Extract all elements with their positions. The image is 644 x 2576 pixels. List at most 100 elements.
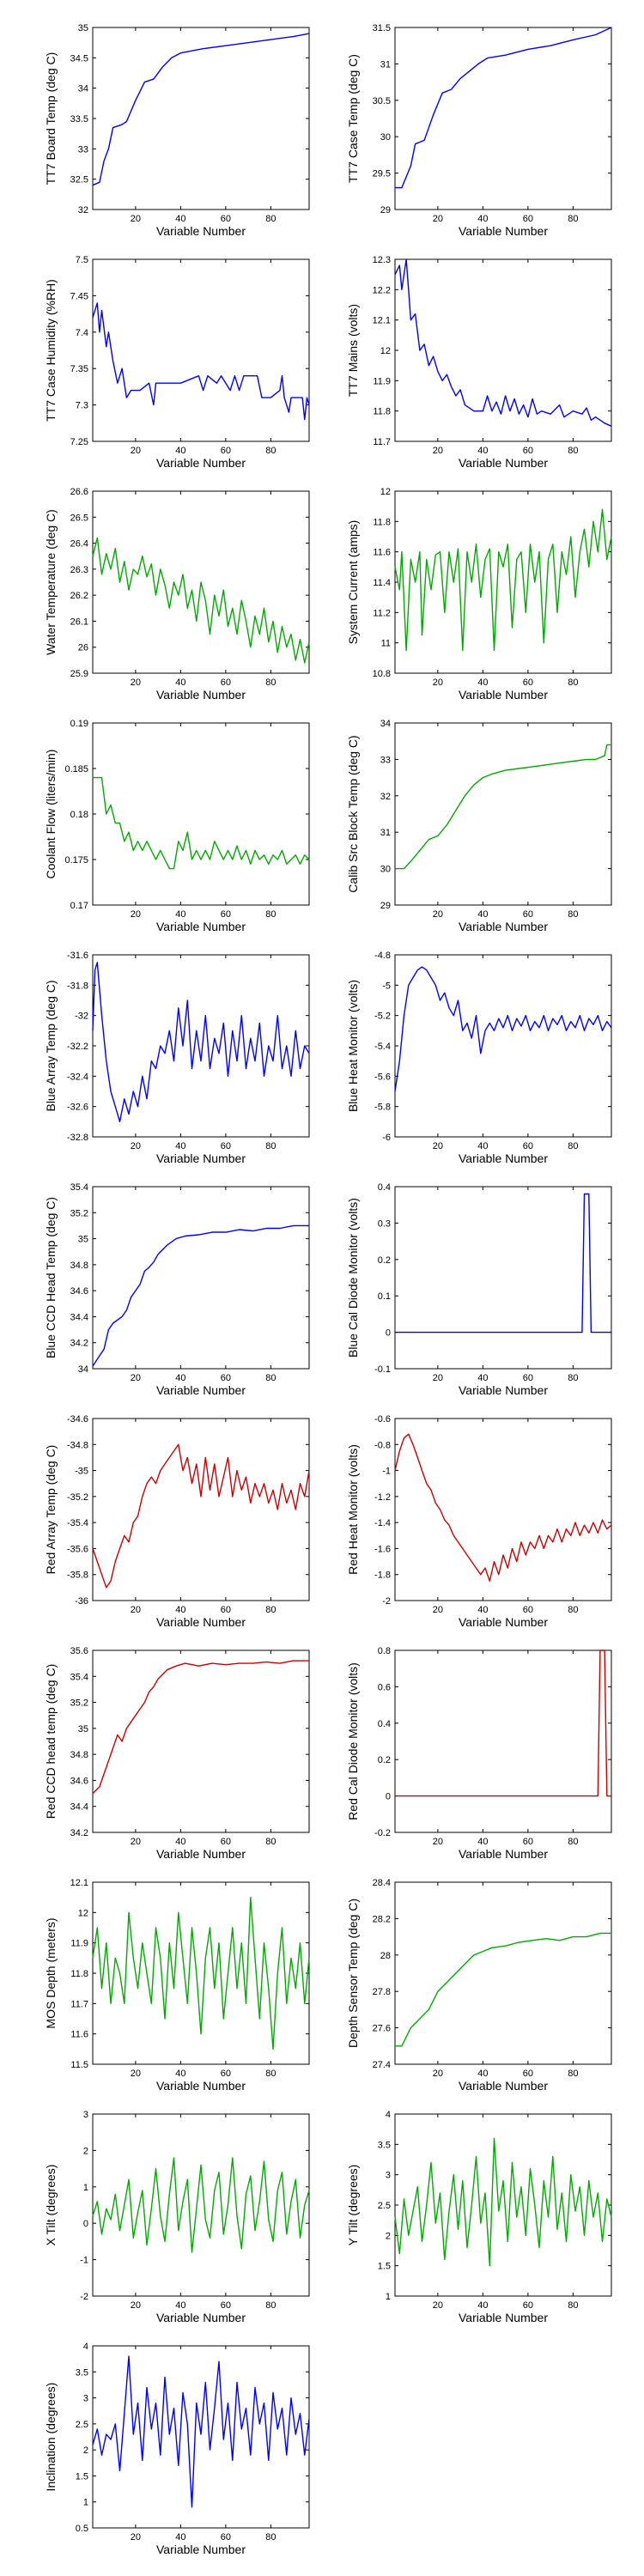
subplot-13: 20 40 60 80 -36 -35.8 -35.6 -35.4 -35.2 -35 -34.8 -… bbox=[44, 1414, 310, 1629]
plot-frame bbox=[92, 1186, 310, 1370]
y-tick-label: 3 bbox=[386, 2171, 391, 2181]
subplot-16: 20 40 60 80 -0.2 0 0.2 0.4 0.6 0.8 Variable Number… bbox=[346, 1646, 612, 1861]
subplot-12: 20 40 60 80 -0.1 0 0.1 0.2 0.3 0.4 Variable Number… bbox=[346, 1182, 612, 1397]
y-axis-label: Depth Sensor Temp (deg C) bbox=[346, 1899, 360, 2048]
y-tick-label: -35.2 bbox=[67, 1492, 88, 1503]
subplot-15: 20 40 60 80 34.2 34.4 34.6 34.8 35 35.2 35.4 35.6 Va… bbox=[44, 1646, 310, 1861]
y-tick-label: 35 bbox=[78, 23, 88, 33]
x-tick-label: 60 bbox=[523, 2300, 533, 2311]
x-tick-label: 80 bbox=[265, 2532, 276, 2543]
plot-frame bbox=[394, 954, 612, 1138]
y-tick-label: 2.5 bbox=[378, 2201, 391, 2211]
y-tick-label: -35.6 bbox=[67, 1544, 88, 1554]
x-tick-label: 20 bbox=[131, 909, 141, 920]
y-tick-label: 28 bbox=[380, 1951, 391, 1961]
y-tick-label: 34.6 bbox=[70, 1776, 88, 1786]
series-line bbox=[92, 537, 310, 664]
x-axis-label: Variable Number bbox=[459, 1151, 548, 1165]
y-tick-label: 12.3 bbox=[373, 255, 391, 265]
x-tick-label: 60 bbox=[523, 909, 533, 920]
y-tick-label: 3 bbox=[83, 2394, 88, 2404]
y-tick-label: 1 bbox=[83, 2183, 88, 2193]
y-tick-label: 35.2 bbox=[70, 1698, 88, 1709]
x-tick-label: 40 bbox=[477, 1605, 488, 1615]
subplot-18: 20 40 60 80 27.4 27.6 27.8 28 28.2 28.4 Variable N… bbox=[346, 1878, 612, 2093]
y-tick-label: 7.4 bbox=[76, 328, 88, 338]
y-tick-label: 0 bbox=[386, 1792, 391, 1802]
y-axis-label: Red Array Temp (deg C) bbox=[44, 1445, 58, 1575]
y-tick-label: 2.5 bbox=[76, 2420, 88, 2430]
y-tick-label: 34.8 bbox=[70, 1261, 88, 1271]
plot-frame bbox=[92, 722, 310, 906]
x-tick-label: 40 bbox=[175, 1605, 185, 1615]
y-tick-label: 7.3 bbox=[76, 401, 88, 411]
x-axis-label: Variable Number bbox=[156, 1383, 246, 1397]
x-tick-label: 40 bbox=[477, 1373, 488, 1383]
x-tick-label: 40 bbox=[175, 2300, 185, 2311]
y-tick-label: -5.6 bbox=[374, 1072, 391, 1082]
x-tick-label: 80 bbox=[568, 446, 578, 456]
y-tick-label: 1 bbox=[83, 2498, 88, 2508]
series-line bbox=[394, 258, 612, 427]
x-tick-label: 40 bbox=[477, 909, 488, 920]
y-tick-label: -0.8 bbox=[374, 1440, 391, 1450]
x-tick-label: 80 bbox=[265, 1837, 276, 1847]
subplot-1: 20 40 60 80 32 32.5 33 33.5 34 34.5 35 Variable Num… bbox=[44, 23, 310, 238]
y-tick-label: 10.8 bbox=[373, 669, 391, 679]
y-tick-label: 26.3 bbox=[70, 565, 88, 575]
y-tick-label: -1 bbox=[80, 2256, 88, 2266]
x-tick-label: 80 bbox=[265, 214, 276, 224]
x-tick-label: 60 bbox=[221, 214, 231, 224]
y-tick-label: 28.2 bbox=[373, 1914, 391, 1924]
subplot-7: 20 40 60 80 0.17 0.175 0.18 0.185 0.19 Variable N… bbox=[44, 719, 310, 933]
y-tick-label: 0.3 bbox=[378, 1218, 391, 1229]
x-tick-label: 40 bbox=[477, 446, 488, 456]
y-tick-label: -0.6 bbox=[374, 1414, 391, 1425]
y-axis-label: Y Tilt (degrees) bbox=[346, 2165, 360, 2246]
y-tick-label: -4.8 bbox=[374, 951, 391, 961]
plot-frame bbox=[92, 1649, 310, 1833]
x-tick-label: 20 bbox=[433, 446, 443, 456]
y-tick-label: 7.5 bbox=[76, 255, 88, 265]
y-tick-label: 0.18 bbox=[70, 810, 88, 820]
y-tick-label: 35.4 bbox=[70, 1182, 88, 1193]
y-tick-label: -34.8 bbox=[67, 1440, 88, 1450]
series-line bbox=[92, 2355, 310, 2508]
y-tick-label: -5 bbox=[382, 981, 391, 991]
plot-frame bbox=[92, 954, 310, 1138]
series-line bbox=[92, 1224, 309, 1367]
series-line bbox=[92, 1660, 309, 1795]
x-tick-label: 60 bbox=[221, 677, 231, 688]
x-tick-label: 60 bbox=[221, 2069, 231, 2079]
x-axis-label: Variable Number bbox=[156, 456, 246, 470]
x-tick-label: 80 bbox=[265, 1373, 276, 1383]
y-tick-label: 35.2 bbox=[70, 1208, 88, 1218]
y-tick-label: 29.5 bbox=[373, 169, 391, 179]
x-tick-label: 80 bbox=[568, 1373, 578, 1383]
y-tick-label: 4 bbox=[386, 2110, 391, 2120]
y-tick-label: 34.2 bbox=[70, 1339, 88, 1349]
y-axis-label: Coolant Flow (liters/min) bbox=[44, 750, 58, 879]
y-tick-label: 27.8 bbox=[373, 1987, 391, 1997]
y-axis-label: Red CCD head temp (deg C) bbox=[44, 1664, 58, 1820]
x-axis-label: Variable Number bbox=[156, 920, 246, 933]
series-line bbox=[93, 776, 310, 870]
plot-frame bbox=[92, 27, 310, 210]
y-tick-label: -2 bbox=[382, 1596, 391, 1607]
x-tick-label: 40 bbox=[175, 1373, 185, 1383]
y-tick-label: 12.2 bbox=[373, 285, 391, 295]
subplot-20: 20 40 60 80 1 1.5 2 2.5 3 3.5 4 Variable Number Y Ti… bbox=[346, 2110, 612, 2324]
x-tick-label: 80 bbox=[568, 2300, 578, 2311]
x-tick-label: 20 bbox=[433, 214, 443, 224]
x-tick-label: 80 bbox=[265, 677, 276, 688]
plot-frame bbox=[394, 258, 612, 442]
subplot-19: 20 40 60 80 -2 -1 0 1 2 3 Variable Number X Tilt (d… bbox=[44, 2110, 310, 2324]
y-tick-label: 33.5 bbox=[70, 114, 88, 125]
x-tick-label: 20 bbox=[433, 2300, 443, 2311]
y-tick-label: 0.4 bbox=[378, 1182, 391, 1193]
y-axis-label: Red Cal Diode Monitor (volts) bbox=[346, 1662, 360, 1820]
x-tick-label: 60 bbox=[221, 1373, 231, 1383]
subplot-6: 20 40 60 80 10.8 11 11.2 11.4 11.6 11.8 12 Variable… bbox=[346, 487, 612, 702]
y-tick-label: 34 bbox=[380, 719, 391, 729]
